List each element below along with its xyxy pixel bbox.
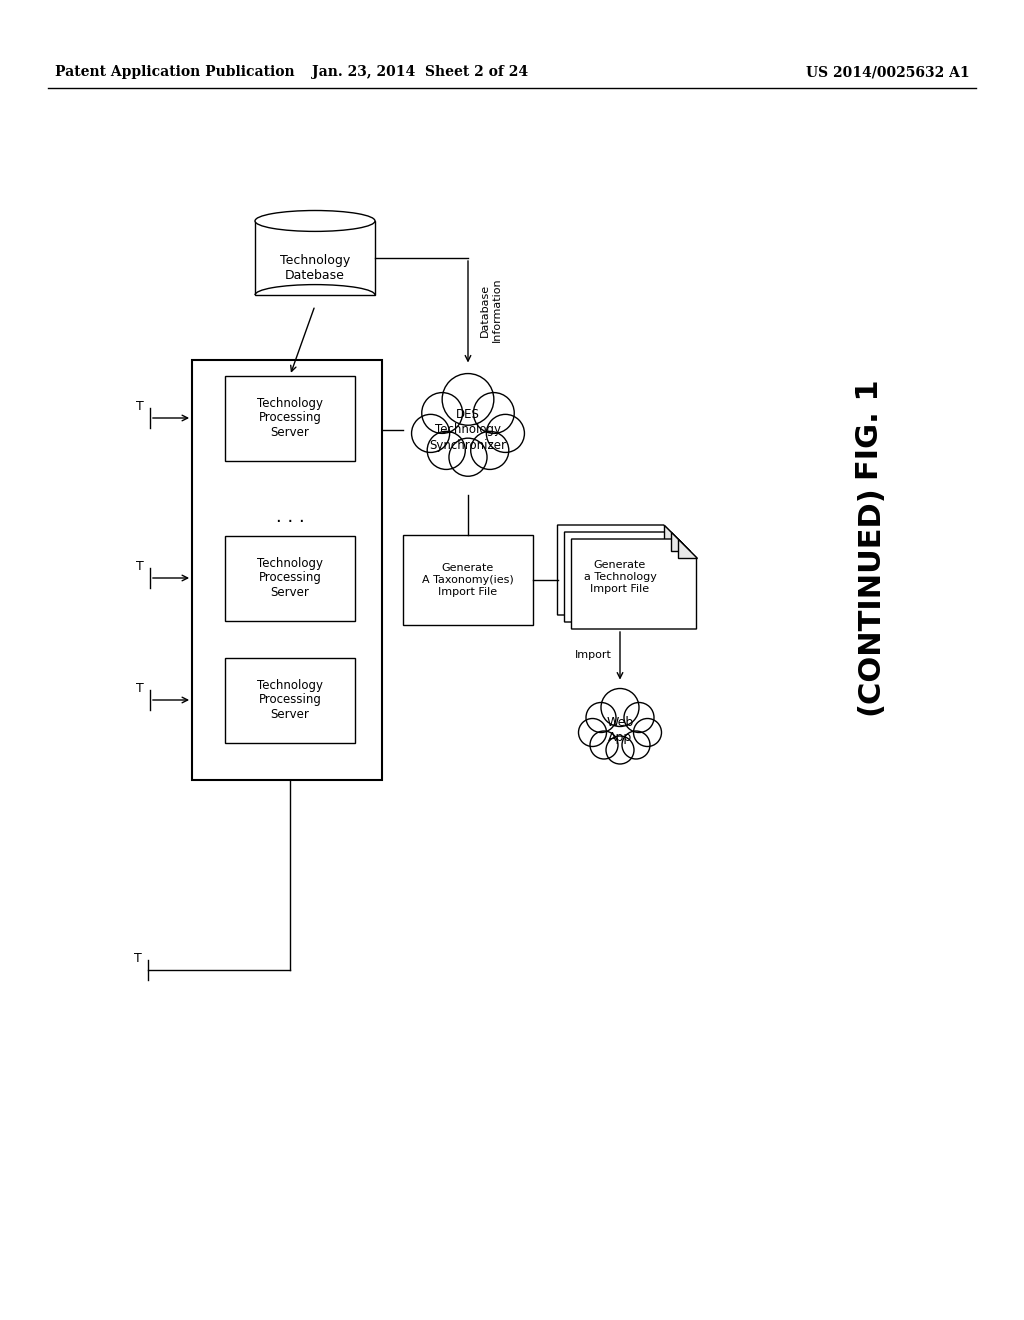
Ellipse shape [606,737,634,764]
Ellipse shape [579,718,606,747]
Text: Jan. 23, 2014  Sheet 2 of 24: Jan. 23, 2014 Sheet 2 of 24 [312,65,528,79]
Polygon shape [664,525,683,544]
Ellipse shape [586,702,616,733]
Ellipse shape [634,718,662,747]
Text: Web
App: Web App [606,715,634,744]
Ellipse shape [622,731,650,759]
Bar [193,360,382,780]
Text: Generate
a Technology
Import File: Generate a Technology Import File [584,561,656,594]
Polygon shape [564,532,689,622]
Ellipse shape [412,414,450,453]
Ellipse shape [473,392,514,433]
Ellipse shape [427,432,465,470]
Text: Import: Import [575,649,612,660]
Text: Technology
Datebase: Technology Datebase [280,253,350,282]
Text: T: T [136,400,144,412]
Bar [403,535,534,624]
Ellipse shape [486,414,524,453]
Ellipse shape [624,702,654,733]
Text: Generate
A Taxonomy(ies)
Import File: Generate A Taxonomy(ies) Import File [422,564,514,597]
Text: DES
Technology
Synchronizer: DES Technology Synchronizer [429,408,507,451]
Polygon shape [557,525,683,615]
Polygon shape [571,539,696,630]
Text: Technology
Processing
Server: Technology Processing Server [257,396,323,440]
Ellipse shape [471,432,509,470]
Text: T: T [136,560,144,573]
Bar [225,657,355,742]
Ellipse shape [449,438,487,477]
Polygon shape [678,539,696,558]
Text: (CONTINUED): (CONTINUED) [855,486,885,715]
Ellipse shape [590,731,618,759]
Text: US 2014/0025632 A1: US 2014/0025632 A1 [806,65,970,79]
Text: T: T [136,681,144,694]
Text: . . .: . . . [275,508,304,525]
Bar [225,375,355,461]
Text: Technology
Processing
Server: Technology Processing Server [257,557,323,599]
Bar [225,536,355,620]
Text: T: T [134,952,142,965]
Ellipse shape [601,689,639,726]
Ellipse shape [442,374,494,425]
Text: FIG. 1: FIG. 1 [855,380,885,480]
Ellipse shape [255,210,375,231]
Ellipse shape [422,392,463,433]
Bar [255,220,375,296]
Text: Technology
Processing
Server: Technology Processing Server [257,678,323,722]
Text: Database
Information: Database Information [480,277,502,342]
Text: Patent Application Publication: Patent Application Publication [55,65,295,79]
Polygon shape [671,532,689,550]
